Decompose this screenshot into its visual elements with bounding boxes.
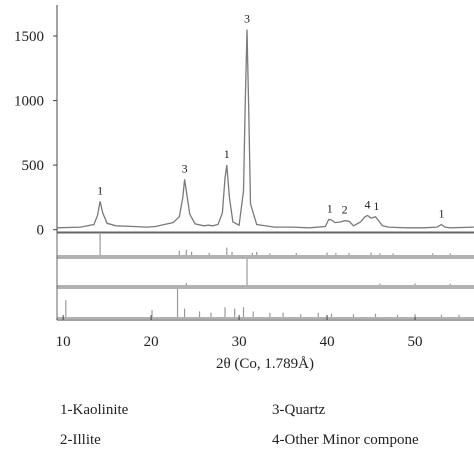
panel-frame <box>56 287 474 319</box>
panel-frame <box>56 257 474 287</box>
peak-label: 1 <box>97 183 103 197</box>
peak-label: 3 <box>182 161 188 175</box>
legend-entry: 4-Other Minor compone <box>272 432 419 448</box>
peak-label: 1 <box>327 201 333 215</box>
x-tick-label: 10 <box>56 334 71 350</box>
legend-entry: 3-Quartz <box>272 402 326 418</box>
peak-label: 3 <box>244 12 250 26</box>
y-tick-label: 1500 <box>14 29 44 45</box>
x-tick-label: 40 <box>320 334 335 350</box>
legend-entry: 2-Illite <box>60 432 101 448</box>
x-tick-label: 20 <box>144 334 159 350</box>
peak-label: 1 <box>224 147 230 161</box>
peak-label: 2 <box>342 203 348 217</box>
x-tick-label: 50 <box>408 334 423 350</box>
x-axis-label: 2θ (Co, 1.789Å) <box>216 356 314 372</box>
peak-label: 4 <box>365 198 371 212</box>
panel-frame <box>56 232 474 257</box>
legend-entry: 1-Kaolinite <box>60 402 129 418</box>
y-tick-label: 500 <box>22 158 45 174</box>
x-tick-label: 30 <box>232 334 247 350</box>
peak-label: 1 <box>438 207 444 221</box>
peak-label: 1 <box>373 199 379 213</box>
y-tick-label: 1000 <box>14 94 44 110</box>
pattern-line <box>56 29 474 229</box>
y-tick-label: 0 <box>37 223 45 239</box>
